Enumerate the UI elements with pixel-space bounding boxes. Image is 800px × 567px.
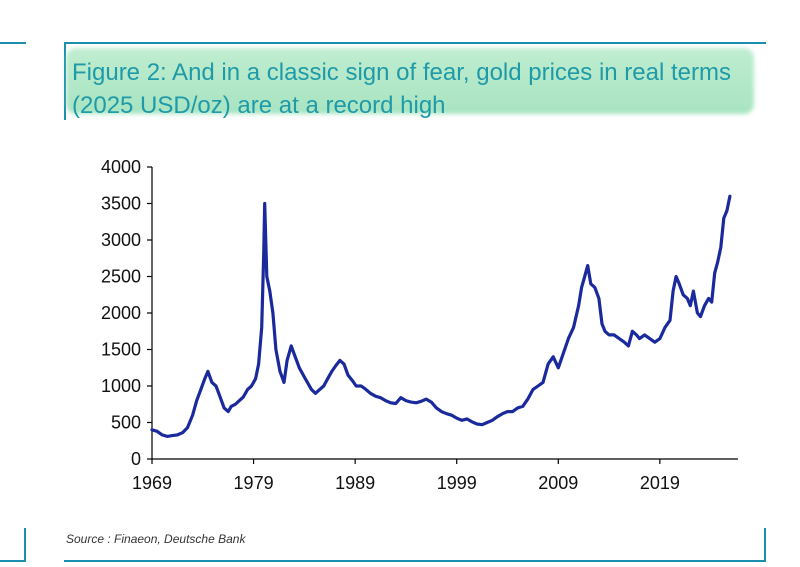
y-tick-label: 3000 — [101, 230, 141, 250]
figure-title: Figure 2: And in a classic sign of fear,… — [72, 59, 731, 119]
frame-left-tick — [64, 42, 66, 120]
y-tick-label: 2500 — [101, 267, 141, 287]
x-tick-label: 1989 — [335, 473, 375, 493]
y-tick-label: 4000 — [101, 157, 141, 177]
frame-bottom-left-vertical — [24, 528, 26, 562]
y-tick-label: 3500 — [101, 194, 141, 214]
y-tick-label: 500 — [111, 413, 141, 433]
frame-top-line — [64, 42, 766, 44]
figure-title-block: Figure 2: And in a classic sign of fear,… — [60, 42, 760, 122]
x-tick-label: 1979 — [234, 473, 274, 493]
frame-top-left-line — [0, 42, 26, 44]
frame-bottom-right-vertical — [764, 528, 766, 562]
y-tick-label: 1000 — [101, 376, 141, 396]
x-tick-label: 2019 — [640, 473, 680, 493]
x-tick-label: 1999 — [437, 473, 477, 493]
x-tick-label: 2009 — [538, 473, 578, 493]
x-tick-label: 1969 — [132, 473, 172, 493]
y-tick-label: 2000 — [101, 303, 141, 323]
y-tick-label: 0 — [131, 449, 141, 469]
series-line — [150, 194, 732, 438]
y-tick-label: 1500 — [101, 340, 141, 360]
title-highlight — [66, 48, 754, 114]
source-note: Source : Finaeon, Deutsche Bank — [66, 532, 246, 546]
frame-bottom-line — [64, 560, 766, 562]
frame-bottom-left-line — [0, 560, 26, 562]
